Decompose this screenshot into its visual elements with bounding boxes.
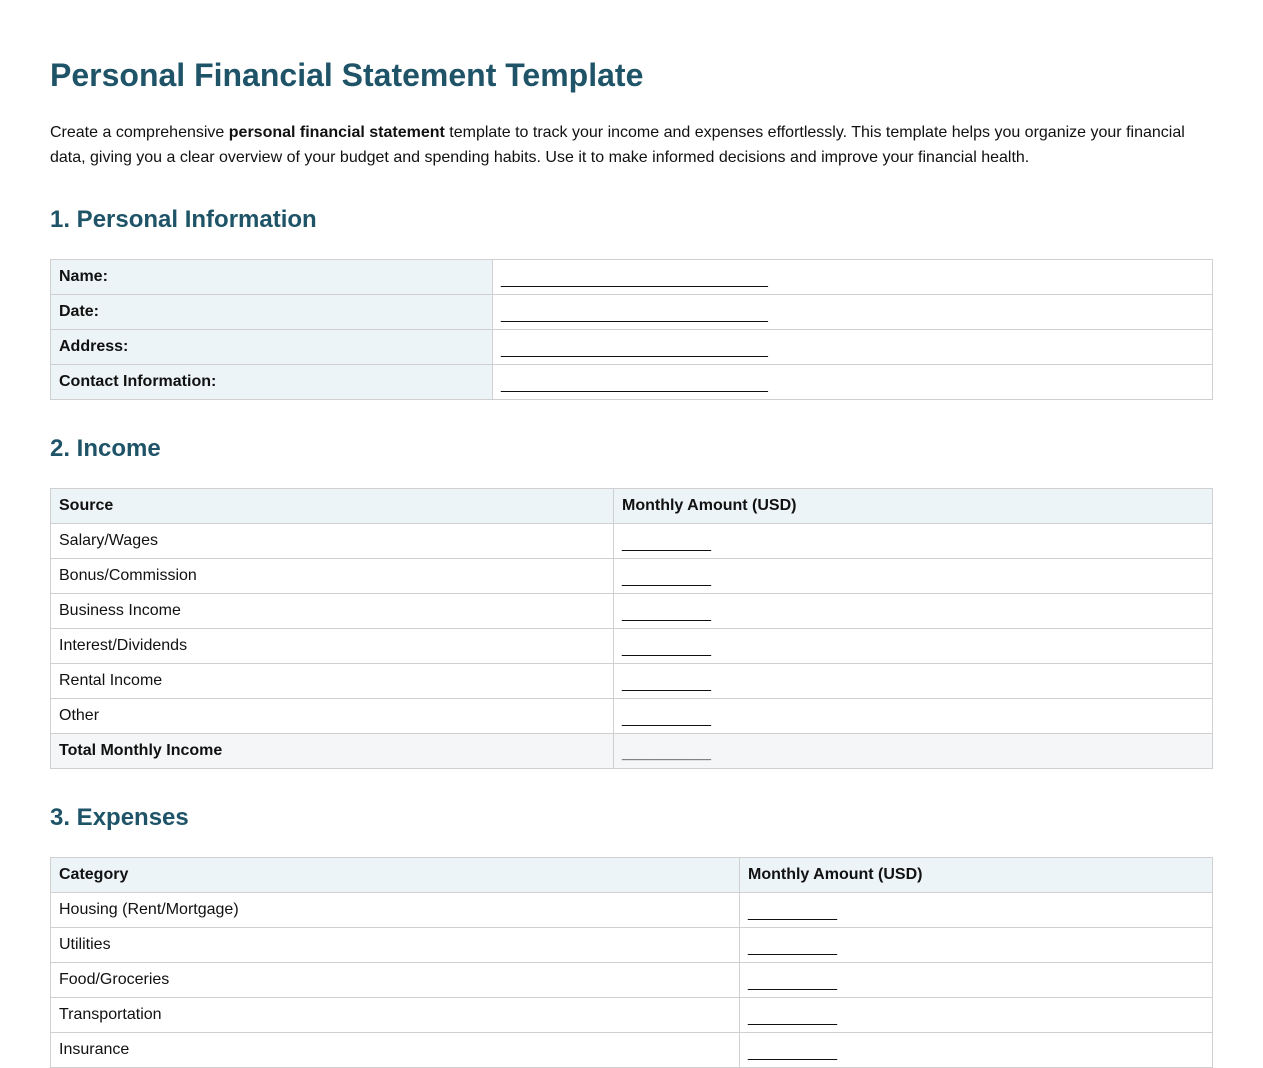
fill-in-blank[interactable]: ______________________________ xyxy=(492,259,1213,295)
fill-in-blank[interactable]: __________ xyxy=(739,962,1213,998)
row-label: Salary/Wages xyxy=(50,523,614,559)
blank-line[interactable]: __________ xyxy=(748,1009,837,1026)
fill-in-blank[interactable]: __________ xyxy=(739,927,1213,963)
fill-in-blank[interactable]: __________ xyxy=(739,997,1213,1033)
fill-in-blank[interactable]: ______________________________ xyxy=(492,329,1213,365)
fill-in-blank[interactable]: __________ xyxy=(739,1032,1213,1068)
row-label: Interest/Dividends xyxy=(50,628,614,664)
blank-line[interactable]: __________ xyxy=(622,535,711,552)
table-row: Contact Information: ____________________… xyxy=(50,364,1213,400)
row-label: Housing (Rent/Mortgage) xyxy=(50,892,740,928)
blank-line[interactable]: __________ xyxy=(622,675,711,692)
table-row: Insurance __________ xyxy=(50,1032,1213,1068)
blank-line[interactable]: ______________________________ xyxy=(501,376,768,393)
blank-line[interactable]: __________ xyxy=(748,904,837,921)
blank-line[interactable]: __________ xyxy=(622,570,711,587)
column-header-category: Category xyxy=(50,857,740,893)
personal-info-table: Name: ______________________________ Date:… xyxy=(50,259,1213,400)
fill-in-blank[interactable]: __________ xyxy=(613,558,1213,594)
table-row: Salary/Wages __________ xyxy=(50,523,1213,559)
section-heading-personal: 1. Personal Information xyxy=(50,206,317,233)
blank-line[interactable]: __________ xyxy=(622,745,711,762)
table-row: Total Monthly Income __________ xyxy=(50,733,1213,769)
blank-line[interactable]: __________ xyxy=(748,939,837,956)
table-row: Food/Groceries __________ xyxy=(50,962,1213,998)
expenses-table: Category Monthly Amount (USD) Housing (R… xyxy=(50,857,1213,1068)
blank-line[interactable]: ______________________________ xyxy=(501,306,768,323)
intro-text: Create a comprehensive xyxy=(50,124,229,141)
table-row: Name: ______________________________ xyxy=(50,259,1213,295)
table-row: Housing (Rent/Mortgage) __________ xyxy=(50,892,1213,928)
row-label: Date: xyxy=(50,294,493,330)
table-row: Other __________ xyxy=(50,698,1213,734)
fill-in-blank[interactable]: __________ xyxy=(613,628,1213,664)
intro-bold-text: personal financial statement xyxy=(228,124,445,141)
page-title: Personal Financial Statement Template xyxy=(50,57,644,93)
row-label: Utilities xyxy=(50,927,740,963)
intro-paragraph: Create a comprehensive personal financia… xyxy=(50,120,1200,170)
table-row: Business Income __________ xyxy=(50,593,1213,629)
table-row: Bonus/Commission __________ xyxy=(50,558,1213,594)
column-header-amount: Monthly Amount (USD) xyxy=(739,857,1213,893)
table-header-row: Source Monthly Amount (USD) xyxy=(50,488,1213,524)
fill-in-blank[interactable]: __________ xyxy=(739,892,1213,928)
income-table: Source Monthly Amount (USD) Salary/Wages… xyxy=(50,488,1213,769)
row-label: Food/Groceries xyxy=(50,962,740,998)
blank-line[interactable]: __________ xyxy=(622,710,711,727)
table-row: Address: ______________________________ xyxy=(50,329,1213,365)
column-header-source: Source xyxy=(50,488,614,524)
blank-line[interactable]: __________ xyxy=(748,1044,837,1061)
table-row: Date: ______________________________ xyxy=(50,294,1213,330)
blank-line[interactable]: __________ xyxy=(622,640,711,657)
fill-in-blank[interactable]: __________ xyxy=(613,663,1213,699)
fill-in-blank[interactable]: ______________________________ xyxy=(492,294,1213,330)
fill-in-blank[interactable]: __________ xyxy=(613,698,1213,734)
row-label: Transportation xyxy=(50,997,740,1033)
fill-in-blank[interactable]: ______________________________ xyxy=(492,364,1213,400)
table-row: Utilities __________ xyxy=(50,927,1213,963)
table-header-row: Category Monthly Amount (USD) xyxy=(50,857,1213,893)
fill-in-blank[interactable]: __________ xyxy=(613,593,1213,629)
section-heading-expenses: 3. Expenses xyxy=(50,804,189,831)
table-row: Transportation __________ xyxy=(50,997,1213,1033)
row-label: Other xyxy=(50,698,614,734)
blank-line[interactable]: ______________________________ xyxy=(501,271,768,288)
fill-in-blank[interactable]: __________ xyxy=(613,733,1213,769)
blank-line[interactable]: ______________________________ xyxy=(501,341,768,358)
row-label: Contact Information: xyxy=(50,364,493,400)
column-header-amount: Monthly Amount (USD) xyxy=(613,488,1213,524)
row-label: Bonus/Commission xyxy=(50,558,614,594)
row-label: Total Monthly Income xyxy=(50,733,614,769)
blank-line[interactable]: __________ xyxy=(622,605,711,622)
fill-in-blank[interactable]: __________ xyxy=(613,523,1213,559)
row-label: Insurance xyxy=(50,1032,740,1068)
section-heading-income: 2. Income xyxy=(50,435,161,462)
table-row: Interest/Dividends __________ xyxy=(50,628,1213,664)
row-label: Business Income xyxy=(50,593,614,629)
row-label: Address: xyxy=(50,329,493,365)
intro-text-rest: template to track your income and expens… xyxy=(50,124,1185,166)
row-label: Name: xyxy=(50,259,493,295)
row-label: Rental Income xyxy=(50,663,614,699)
table-row: Rental Income __________ xyxy=(50,663,1213,699)
blank-line[interactable]: __________ xyxy=(748,974,837,991)
